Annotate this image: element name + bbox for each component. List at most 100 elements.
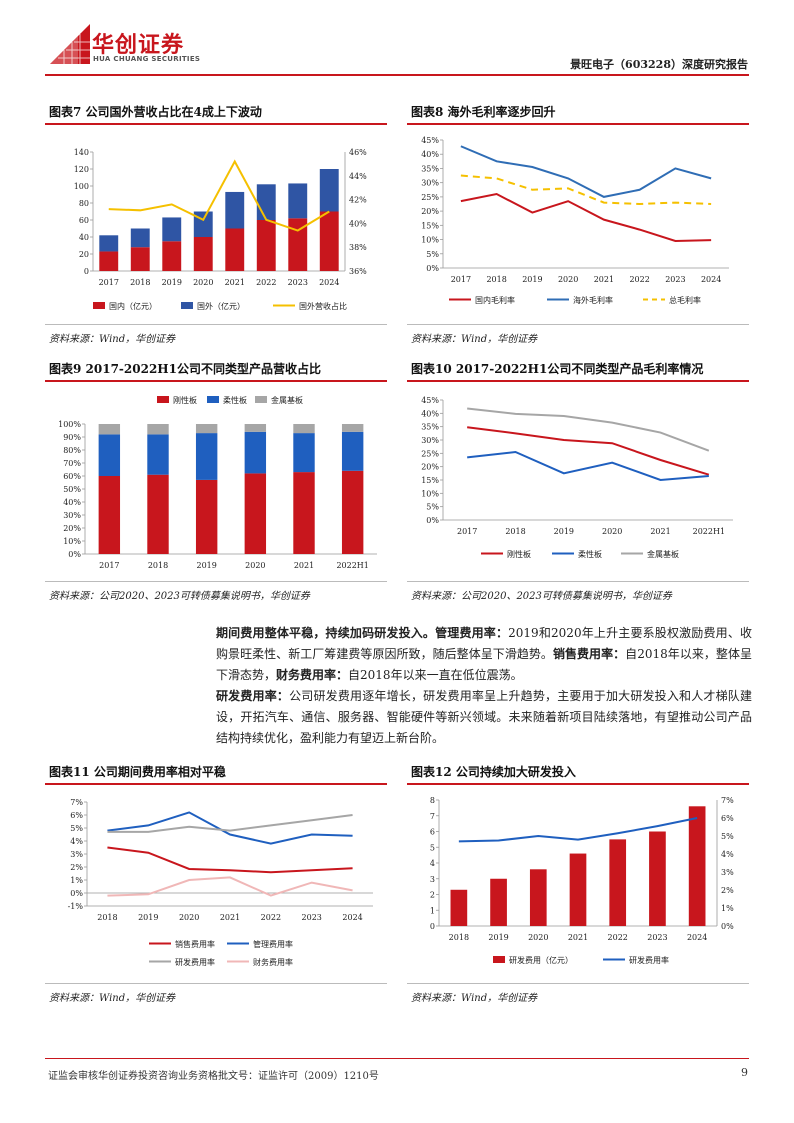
c2-y-tick: 100% [58,420,81,429]
c4-legend-label: 研发费用率 [175,957,215,967]
c0-x-tick: 2022 [256,278,276,287]
c3-x-tick: 2018 [505,527,525,536]
figure-7-source-rule [45,324,387,325]
figure-9-title: 图表9 2017-2022H1公司不同类型产品营收占比 [49,362,321,376]
c3-y-tick: 35% [421,423,439,432]
c4-x-tick: 2018 [97,913,117,922]
figure-8-source: 资料来源：Wind，华创证券 [411,334,538,345]
c2-bar [293,433,315,473]
c1-x-tick: 2017 [451,275,471,284]
c1-y-tick: 15% [421,221,439,230]
c4-y-tick: 0% [70,889,83,898]
c1-series-line [460,174,712,206]
c5-x-tick: 2022 [608,933,628,942]
c4-y-tick: 2% [70,863,83,872]
para-text-admin: 2019和2020年上升主要系股权激励费用、收购景旺柔性、新工厂筹建费等原因所致… [216,626,752,661]
c2-bar [244,431,267,474]
figure-12-title-rule [407,783,749,785]
c3-legend-label: 柔性板 [578,549,602,559]
figure-9-title-rule [45,380,387,382]
c2-bar [293,424,315,434]
c1-x-tick: 2021 [594,275,614,284]
c2-legend-label: 金属基板 [271,395,303,405]
c5-y-tick: 5 [430,843,435,852]
c1-y-tick: 35% [421,164,439,173]
figure-11-chart: 2018 2019 2020 2021 2022 2023 2024 -1% 0% 1% 2% 3% 4… [68,798,373,967]
c5-y2-tick: 6% [721,814,734,823]
c0-bar [256,184,276,220]
c1-y-tick: 25% [421,193,439,202]
c2-y-tick: 40% [63,498,81,507]
c5-bar [649,831,666,926]
c4-x-tick: 2019 [138,913,158,922]
c1-y-tick: 0% [426,264,439,273]
c0-legend-swatch [93,302,105,309]
c0-y-tick: 100 [74,182,89,191]
c5-x-tick: 2024 [687,933,707,942]
c2-legend-swatch [255,396,267,403]
para-text-rd: 公司研发费用逐年增长，研发费用率呈上升趋势，主要用于加大研发投入和人才梯队建设，… [216,689,752,745]
c5-y-tick: 6 [430,828,435,837]
c2-y-tick: 80% [63,446,81,455]
c5-y-tick: 7 [430,812,435,821]
para-label-admin: 管理费用率： [435,626,509,640]
c0-y-tick: 40 [79,233,89,242]
c3-y-tick: 20% [421,463,439,472]
c4-y-tick: 5% [70,824,83,833]
c0-bar [319,169,339,212]
c3-y-tick: 45% [421,396,439,405]
c2-bar [147,424,169,435]
c2-bar [147,474,169,554]
c0-legend-swatch [181,302,193,309]
figure-7-title-rule [45,123,387,125]
c4-y-tick: 7% [70,798,83,807]
figure-9-source: 资料来源：公司2020、2023可转债募集说明书，华创证券 [49,591,310,602]
para-text-finance: 自2018年以来一直在低位震荡。 [348,668,523,682]
c4-y-tick: 3% [70,850,83,859]
c4-y-tick: 1% [70,876,83,885]
c0-legend-label: 国内（亿元） [109,301,157,311]
c0-y2-tick: 44% [349,172,367,181]
c3-series-line [467,426,710,476]
c5-x-tick: 2019 [488,933,508,942]
c5-x-tick: 2023 [647,933,667,942]
c1-y-tick: 20% [421,207,439,216]
c0-y2-tick: 38% [349,243,367,252]
figure-7-title: 图表7 公司国外营收占比在4成上下波动 [49,105,262,119]
c2-y-tick: 90% [63,433,81,442]
c2-bar [341,470,364,554]
c4-legend-label: 管理费用率 [253,939,293,949]
c1-x-tick: 2022 [629,275,649,284]
c3-y-tick: 5% [426,503,439,512]
c4-y-tick: 6% [70,811,83,820]
c2-x-tick: 2022H1 [336,561,368,570]
c1-y-tick: 10% [421,236,439,245]
c3-x-tick: 2020 [602,527,622,536]
c0-x-tick: 2023 [288,278,308,287]
footer-divider [45,1058,749,1059]
c0-bar [225,228,245,271]
logo-chinese-name: 华创证券 [92,33,185,58]
c4-y-tick: -1% [68,902,84,911]
c2-x-tick: 2021 [294,561,314,570]
c5-bar [688,806,706,926]
c0-y-tick: 60 [79,216,89,225]
c2-y-tick: 20% [63,524,81,533]
c0-bar [162,217,182,242]
c1-y-tick: 5% [426,250,439,259]
c5-legend-swatch [493,956,505,963]
c0-y2-tick: 36% [349,267,367,276]
c5-bar [569,853,587,926]
c5-y2-tick: 2% [721,886,734,895]
c2-y-tick: 60% [63,472,81,481]
c0-bar [193,211,213,237]
figure-12-title: 图表12 公司持续加大研发投入 [411,765,576,779]
c5-y-tick: 3 [430,875,435,884]
c3-y-tick: 0% [426,516,439,525]
c3-legend-label: 金属基板 [647,549,679,559]
figure-10-source-rule [407,581,749,582]
footer-license: 证监会审核华创证券投资咨询业务资格批文号：证监许可（2009）1210号 [48,1071,379,1082]
c0-y2-tick: 40% [349,219,367,228]
figure-10-chart: 2017 2018 2019 2020 2021 2022H1 0% 5% 10% 15% 20% 2… [421,396,733,559]
c4-series-line [107,811,353,845]
